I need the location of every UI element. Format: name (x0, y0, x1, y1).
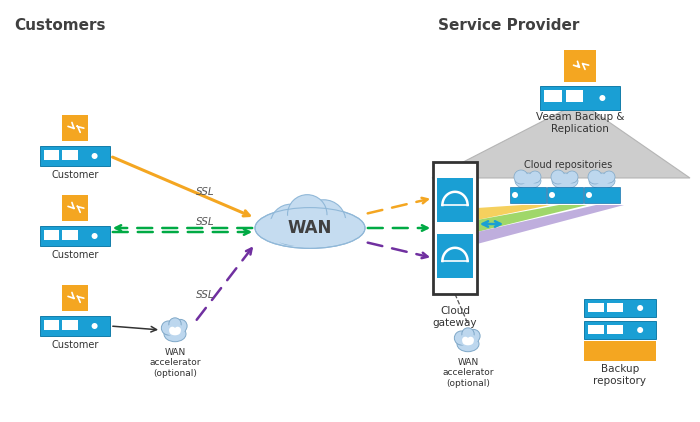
Circle shape (586, 192, 592, 198)
Text: Customer: Customer (51, 170, 99, 180)
Bar (510, 187, 546, 203)
Bar (44, 320, 60, 330)
Text: WAN
accelerator
(optional): WAN accelerator (optional) (149, 348, 201, 378)
Circle shape (514, 170, 528, 184)
Polygon shape (477, 205, 550, 220)
Circle shape (92, 323, 97, 329)
Circle shape (529, 171, 541, 183)
Bar (62, 150, 78, 160)
Circle shape (468, 337, 474, 344)
Bar (564, 50, 596, 82)
Bar (607, 303, 623, 312)
Text: WAN: WAN (288, 219, 332, 237)
Bar (62, 320, 78, 330)
Circle shape (512, 192, 518, 198)
Bar (584, 321, 656, 339)
Bar (584, 187, 620, 203)
Circle shape (169, 318, 181, 330)
Bar (40, 146, 110, 166)
Ellipse shape (592, 174, 612, 184)
Circle shape (549, 192, 555, 198)
Ellipse shape (165, 324, 185, 336)
Ellipse shape (555, 174, 575, 184)
Circle shape (462, 328, 474, 340)
Circle shape (302, 200, 346, 244)
Text: SSL: SSL (196, 290, 214, 300)
Ellipse shape (164, 326, 186, 342)
Ellipse shape (258, 214, 363, 242)
Ellipse shape (463, 339, 473, 345)
Circle shape (454, 331, 468, 345)
Text: Cloud
gateway: Cloud gateway (433, 306, 477, 327)
Circle shape (566, 171, 578, 183)
Circle shape (174, 319, 187, 333)
Circle shape (169, 327, 176, 333)
Bar (62, 115, 88, 141)
Polygon shape (432, 102, 690, 178)
Circle shape (551, 170, 565, 184)
Bar (584, 341, 656, 361)
Bar (44, 150, 60, 160)
Bar (62, 195, 88, 221)
Text: Customers: Customers (14, 18, 106, 33)
Bar (566, 90, 583, 102)
Bar (607, 325, 623, 334)
Text: Backup
repository: Backup repository (594, 364, 647, 386)
Ellipse shape (266, 216, 354, 247)
Ellipse shape (169, 329, 181, 335)
Text: Cloud repositories: Cloud repositories (524, 160, 612, 170)
Circle shape (462, 337, 469, 344)
Bar (547, 187, 583, 203)
Bar (433, 162, 477, 294)
Circle shape (92, 153, 97, 159)
Polygon shape (477, 205, 624, 244)
Circle shape (162, 321, 176, 335)
Ellipse shape (515, 173, 541, 189)
Bar (40, 226, 110, 246)
Circle shape (270, 204, 311, 245)
Text: SSL: SSL (196, 217, 214, 227)
Text: Service Provider: Service Provider (438, 18, 580, 33)
Bar (437, 234, 473, 278)
Bar (40, 316, 110, 336)
Bar (544, 90, 561, 102)
Bar (588, 325, 604, 334)
Text: SSL: SSL (196, 187, 214, 197)
Circle shape (637, 305, 643, 311)
Circle shape (288, 195, 327, 234)
Text: Customer: Customer (51, 250, 99, 260)
Ellipse shape (457, 336, 479, 352)
Circle shape (603, 171, 615, 183)
Circle shape (637, 327, 643, 333)
Bar (588, 303, 604, 312)
Circle shape (92, 233, 97, 239)
Text: WAN
accelerator
(optional): WAN accelerator (optional) (442, 358, 493, 388)
Bar (540, 86, 620, 110)
Ellipse shape (552, 173, 578, 189)
Bar (437, 178, 473, 222)
Text: Customer: Customer (51, 340, 99, 350)
Circle shape (599, 95, 605, 101)
Polygon shape (477, 205, 587, 232)
Ellipse shape (518, 174, 538, 184)
Circle shape (467, 330, 480, 343)
Text: Veeam Backup &
Replication: Veeam Backup & Replication (536, 112, 624, 134)
Bar (62, 230, 78, 240)
Ellipse shape (458, 334, 478, 346)
Ellipse shape (255, 208, 365, 249)
Ellipse shape (589, 173, 615, 189)
Bar (584, 299, 656, 317)
Bar (44, 230, 60, 240)
Circle shape (174, 327, 181, 333)
Circle shape (588, 170, 602, 184)
Bar (62, 285, 88, 311)
